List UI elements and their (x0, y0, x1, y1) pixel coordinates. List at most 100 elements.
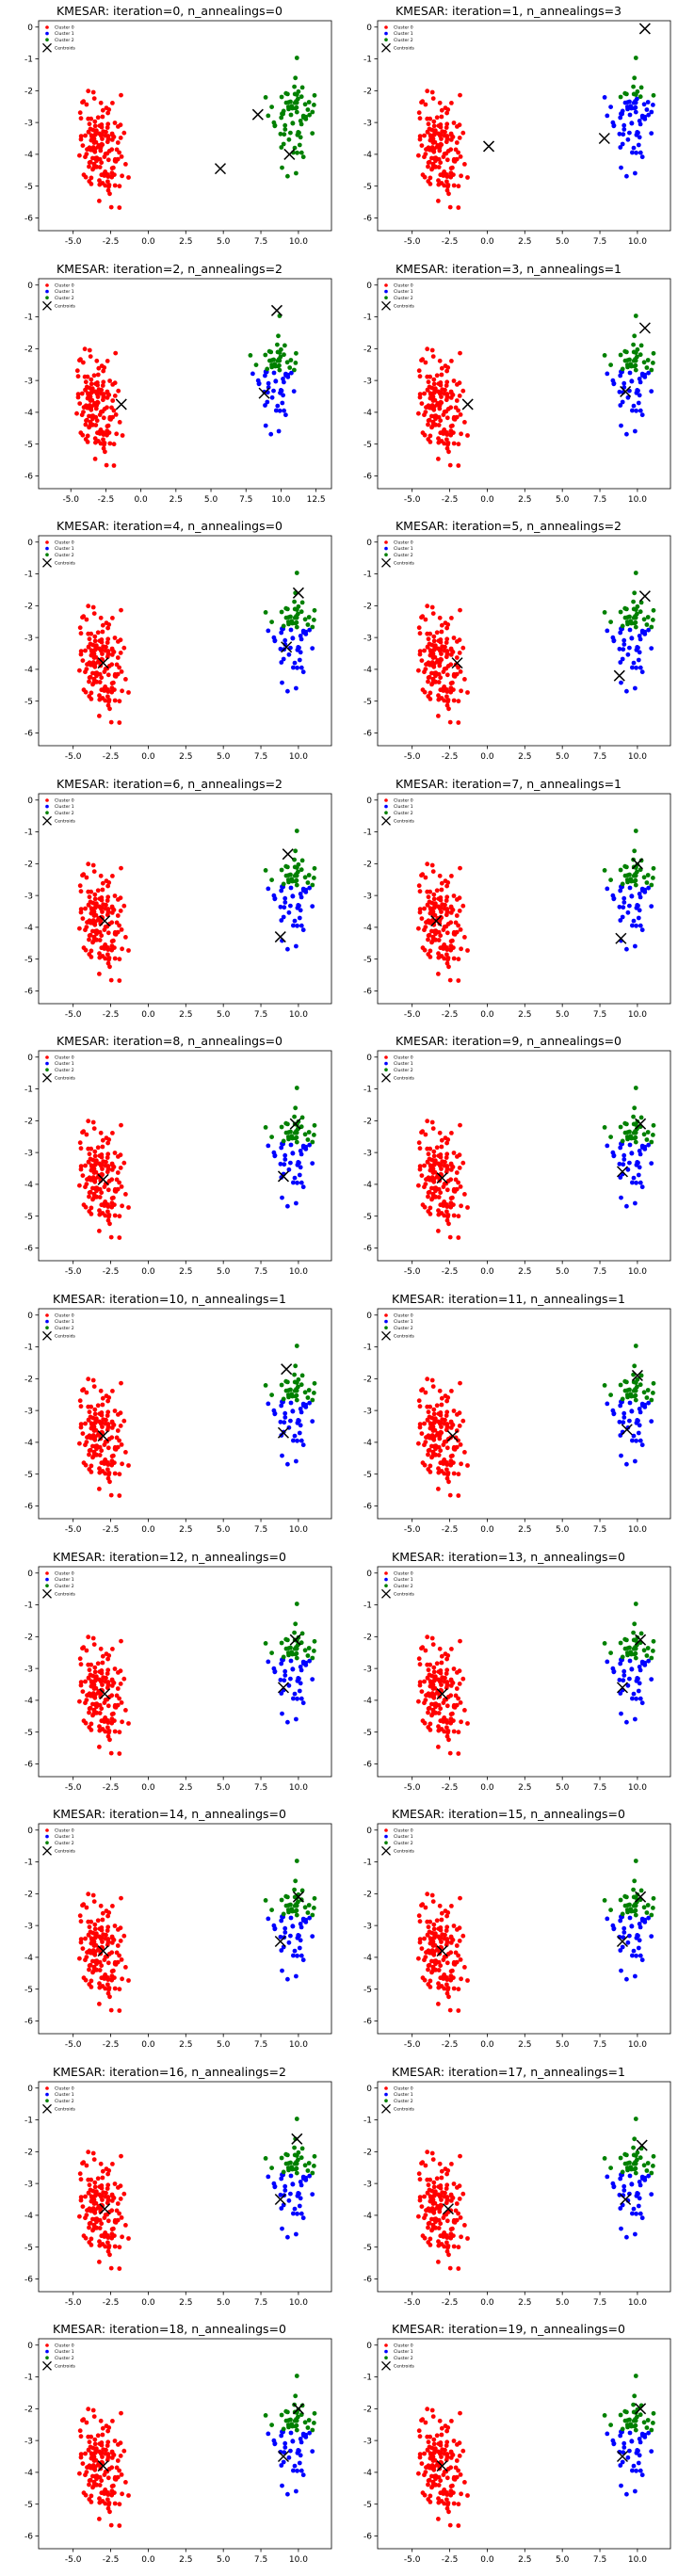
point-cluster-0 (105, 897, 110, 903)
point-cluster-0 (92, 2438, 98, 2442)
point-cluster-2 (290, 105, 295, 111)
point-cluster-1 (639, 1918, 645, 1924)
point-cluster-1 (285, 688, 290, 694)
subplot-11: KMESAR: iteration=11, n_annealings=1 -5.0… (339, 1288, 678, 1546)
subplot-6: KMESAR: iteration=6, n_annealings=2 -5.0-… (0, 773, 339, 1031)
point-cluster-1 (291, 388, 297, 394)
point-cluster-2 (632, 1363, 638, 1369)
point-cluster-0 (92, 638, 98, 644)
point-cluster-0 (449, 1646, 454, 1651)
point-cluster-0 (105, 157, 111, 163)
point-cluster-0 (430, 1641, 436, 1647)
subplot-title: KMESAR: iteration=12, n_annealings=0 (53, 1549, 286, 1564)
point-cluster-0 (444, 1467, 449, 1473)
point-cluster-2 (638, 1115, 644, 1120)
point-cluster-2 (624, 1135, 630, 1140)
point-cluster-0 (84, 617, 89, 622)
point-cluster-2 (266, 113, 271, 119)
point-cluster-0 (436, 1981, 441, 1987)
point-cluster-0 (77, 1655, 83, 1661)
point-cluster-1 (629, 1409, 635, 1414)
point-cluster-1 (291, 1180, 296, 1185)
subplot-title: KMESAR: iteration=11, n_annealings=1 (392, 1292, 625, 1306)
point-cluster-1 (297, 915, 302, 921)
point-cluster-1 (633, 685, 638, 691)
point-cluster-0 (80, 2461, 86, 2467)
point-cluster-0 (444, 1733, 450, 1739)
point-cluster-0 (448, 652, 454, 657)
point-cluster-0 (425, 2149, 430, 2154)
point-cluster-0 (423, 1905, 428, 1910)
point-cluster-0 (460, 1161, 466, 1166)
point-cluster-1 (622, 899, 627, 905)
point-cluster-1 (300, 1660, 306, 1666)
point-cluster-0 (457, 1667, 462, 1673)
point-cluster-0 (422, 1205, 428, 1210)
point-cluster-0 (444, 1151, 450, 1157)
point-cluster-0 (94, 643, 99, 649)
point-cluster-1 (273, 408, 279, 412)
y-tick-label: 0 (27, 1827, 33, 1836)
y-tick-label: 0 (27, 1312, 33, 1321)
point-cluster-0 (97, 182, 103, 187)
point-cluster-0 (97, 1453, 103, 1457)
point-cluster-1 (310, 1676, 315, 1682)
point-cluster-0 (456, 1472, 461, 1477)
point-cluster-2 (290, 2166, 295, 2172)
point-cluster-2 (624, 1379, 629, 1385)
point-cluster-2 (285, 1393, 291, 1397)
point-cluster-0 (105, 1398, 110, 1404)
point-cluster-1 (618, 1145, 623, 1151)
data-points (77, 1859, 317, 2014)
point-cluster-1 (630, 408, 635, 412)
point-cluster-2 (633, 1397, 638, 1403)
point-cluster-2 (268, 349, 274, 354)
point-cluster-2 (651, 1638, 656, 1644)
point-cluster-0 (431, 634, 437, 639)
point-cluster-1 (280, 1968, 284, 1973)
point-cluster-0 (104, 2448, 108, 2453)
point-cluster-1 (619, 1968, 623, 1973)
point-cluster-0 (456, 699, 461, 704)
point-cluster-0 (112, 2181, 118, 2186)
centroid-marker (613, 669, 625, 682)
y-tick-label: 0 (366, 1312, 372, 1321)
point-cluster-0 (437, 2161, 443, 2166)
point-cluster-0 (104, 129, 108, 135)
y-tick-label: -5 (24, 2501, 33, 2510)
point-cluster-1 (282, 1930, 288, 1935)
y-tick-label: -4 (24, 1181, 33, 1190)
point-cluster-0 (457, 2183, 462, 2188)
point-cluster-0 (449, 1904, 454, 1908)
legend-marker (45, 1841, 49, 1845)
point-cluster-0 (100, 1144, 105, 1150)
point-cluster-0 (431, 119, 437, 124)
point-cluster-1 (646, 112, 651, 118)
centroid-marker (442, 2202, 454, 2214)
point-cluster-2 (269, 1135, 274, 1140)
point-cluster-2 (299, 2146, 305, 2151)
point-cluster-0 (87, 1967, 91, 1972)
point-cluster-0 (451, 2181, 457, 2186)
point-cluster-0 (87, 1690, 92, 1696)
x-tick-label: -2.5 (442, 1267, 459, 1277)
point-cluster-2 (294, 1908, 299, 1913)
point-cluster-2 (633, 1380, 638, 1385)
point-cluster-0 (117, 2245, 122, 2249)
point-cluster-0 (417, 889, 423, 894)
point-cluster-1 (627, 885, 633, 891)
point-cluster-0 (110, 1904, 115, 1908)
point-cluster-0 (441, 1699, 446, 1705)
point-cluster-0 (431, 149, 437, 154)
point-cluster-0 (436, 2225, 442, 2230)
point-cluster-0 (417, 394, 423, 399)
point-cluster-0 (443, 2190, 447, 2196)
point-cluster-2 (624, 1121, 629, 1127)
point-cluster-0 (430, 2156, 436, 2162)
point-cluster-2 (608, 1650, 613, 1655)
point-cluster-0 (97, 971, 102, 976)
point-cluster-0 (78, 1682, 84, 1687)
point-cluster-0 (112, 1151, 118, 1156)
point-cluster-0 (465, 690, 470, 696)
point-cluster-1 (611, 380, 617, 386)
